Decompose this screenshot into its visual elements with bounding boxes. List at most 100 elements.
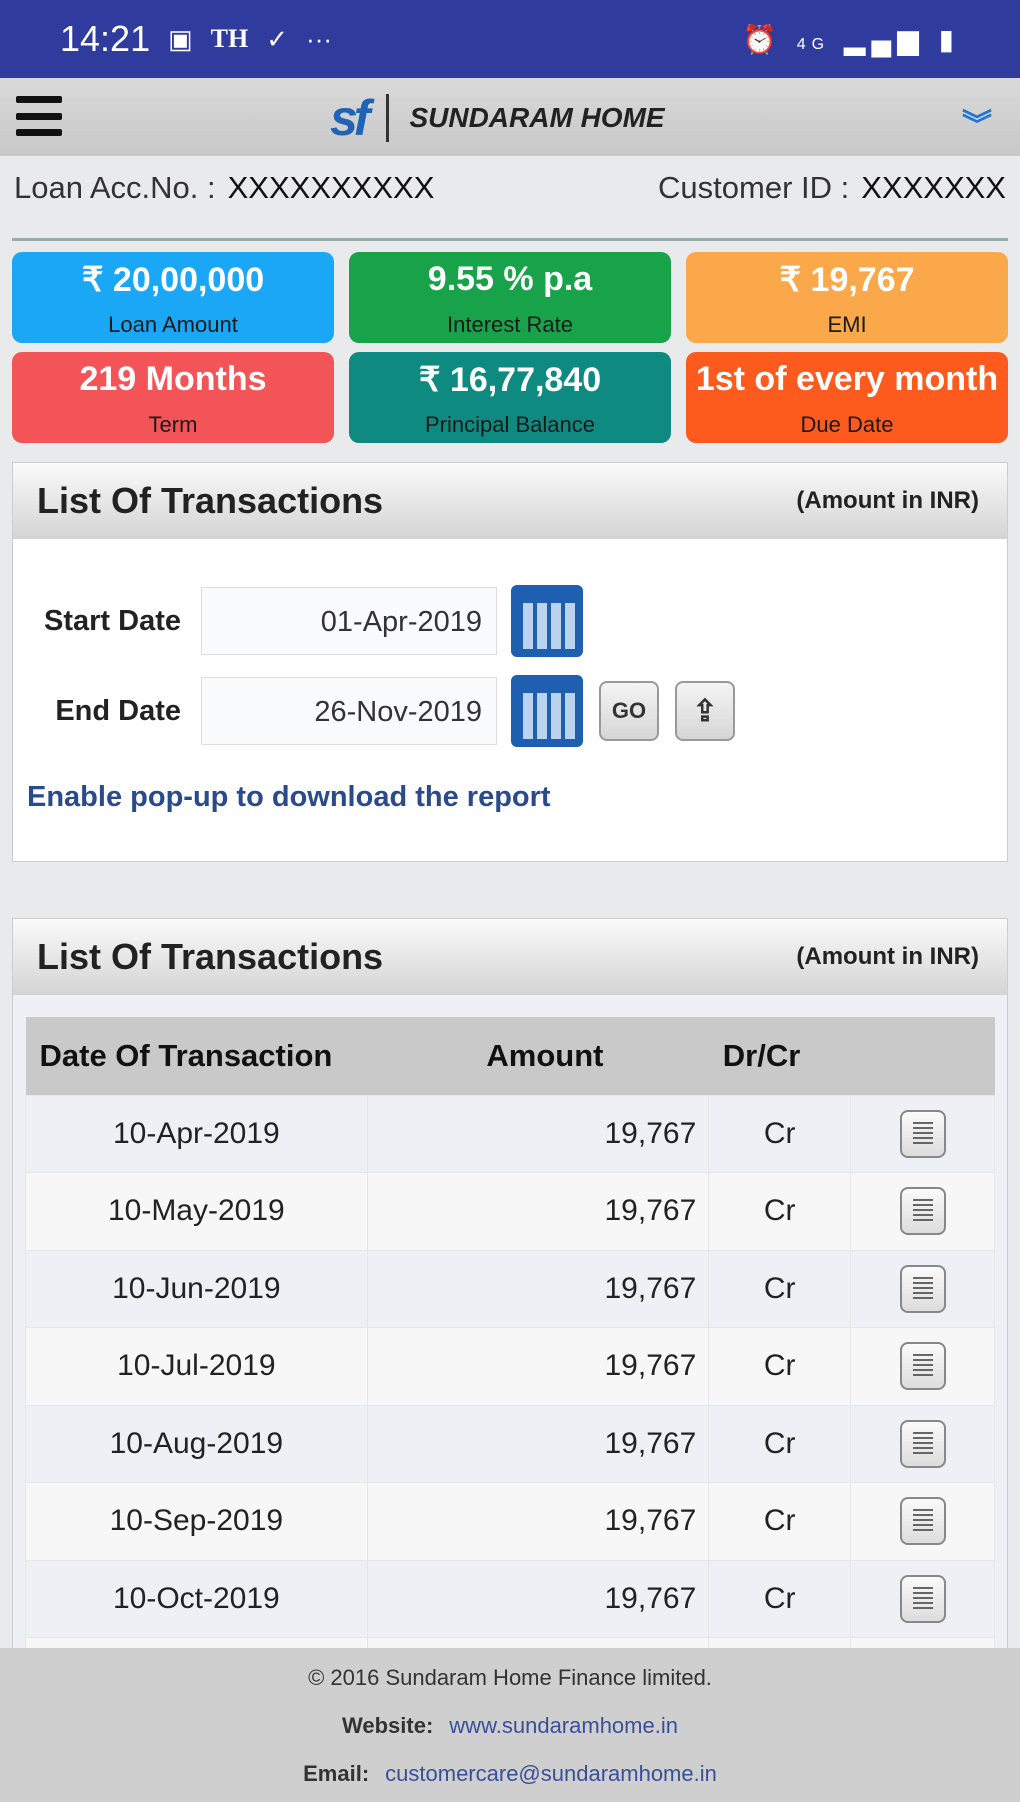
amount-note: (Amount in INR) xyxy=(796,943,979,970)
table-row: 10-Jul-2019 19,767 Cr xyxy=(25,1327,995,1406)
amount-cell: 19,767 xyxy=(366,1249,710,1328)
amount-cell: 19,767 xyxy=(366,1559,710,1638)
date-cell: 10-Sep-2019 xyxy=(25,1482,368,1561)
app-header: sf SUNDARAM HOME ︾ xyxy=(0,78,1020,156)
summary-tile: ₹ 20,00,000 Loan Amount xyxy=(12,252,334,343)
copyright: © 2016 Sundaram Home Finance limited. xyxy=(308,1665,712,1690)
tile-label: Principal Balance xyxy=(425,412,595,437)
popup-note: Enable pop-up to download the report xyxy=(27,781,551,813)
receipt-icon[interactable] xyxy=(899,1342,946,1391)
table-row: 10-Jun-2019 19,767 Cr xyxy=(25,1249,995,1328)
tile-label: EMI xyxy=(827,312,867,337)
image-icon: ▣ xyxy=(168,23,193,54)
divider xyxy=(12,238,1008,241)
menu-icon[interactable] xyxy=(16,96,62,136)
amount-cell: 19,767 xyxy=(366,1094,710,1173)
summary-tile: ₹ 19,767 EMI xyxy=(686,252,1008,343)
calendar-icon[interactable] xyxy=(511,675,583,747)
receipt-icon[interactable] xyxy=(899,1264,946,1313)
check-circle-icon: ✓ xyxy=(266,23,289,54)
go-button[interactable]: GO xyxy=(599,681,659,741)
customer-id-label: Customer ID : xyxy=(658,170,850,205)
summary-tile: 9.55 % p.a Interest Rate xyxy=(349,252,671,343)
share-icon[interactable]: ⇪ xyxy=(675,681,735,741)
amount-cell: 19,767 xyxy=(366,1404,710,1483)
battery-icon: ▮ xyxy=(938,23,960,55)
drcr-cell: Cr xyxy=(708,1327,852,1406)
drcr-cell: Cr xyxy=(708,1094,852,1173)
table-row: 10-Aug-2019 19,767 Cr xyxy=(25,1404,995,1483)
table-row: 10-Apr-2019 19,767 Cr xyxy=(25,1094,995,1173)
start-date-input[interactable]: 01-Apr-2019 xyxy=(201,587,497,655)
date-cell: 10-Apr-2019 xyxy=(25,1094,368,1173)
transaction-filter-panel: List Of Transactions (Amount in INR) Star… xyxy=(12,462,1008,862)
table-row: 10-Oct-2019 19,767 Cr xyxy=(25,1559,995,1638)
website-label: Website: xyxy=(342,1713,434,1738)
brand-logo: sf SUNDARAM HOME xyxy=(330,90,665,146)
tile-value: 9.55 % p.a xyxy=(427,260,593,298)
amount-cell: 19,767 xyxy=(366,1327,710,1406)
date-cell: 10-Jul-2019 xyxy=(25,1327,368,1406)
col-date: Date Of Transaction xyxy=(25,1017,368,1095)
end-date-label: End Date xyxy=(55,694,181,727)
tile-value: 219 Months xyxy=(79,360,267,398)
loan-summary-tiles: ₹ 20,00,000 Loan Amount 9.55 % p.a Interest… xyxy=(12,252,1008,443)
email-label: Email: xyxy=(303,1761,370,1786)
footer: © 2016 Sundaram Home Finance limited. We… xyxy=(0,1648,1020,1802)
chevron-down-icon[interactable]: ︾ xyxy=(962,109,992,142)
date-cell: 10-May-2019 xyxy=(25,1172,368,1251)
loan-acc-value: XXXXXXXXXX xyxy=(227,170,435,205)
tile-label: Term xyxy=(148,412,198,437)
clock: 14:21 xyxy=(60,18,151,59)
transactions-panel: List Of Transactions (Amount in INR) Date… xyxy=(12,918,1008,1716)
drcr-cell: Cr xyxy=(708,1172,852,1251)
tile-label: Due Date xyxy=(800,412,894,437)
brand-name: SUNDARAM HOME xyxy=(409,102,665,133)
receipt-icon[interactable] xyxy=(899,1574,946,1623)
account-info: Loan Acc.No. : XXXXXXXXXX Customer ID : XX… xyxy=(14,170,1006,206)
receipt-icon[interactable] xyxy=(899,1419,946,1468)
signal-icon: ▂▄▆ xyxy=(843,23,925,55)
drcr-cell: Cr xyxy=(708,1404,852,1483)
customer-id-value: XXXXXXX xyxy=(861,170,1006,205)
sf-logo: sf xyxy=(330,90,371,146)
date-cell: 10-Oct-2019 xyxy=(25,1559,368,1638)
receipt-icon[interactable] xyxy=(899,1109,946,1158)
tile-label: Interest Rate xyxy=(447,312,573,337)
receipt-icon[interactable] xyxy=(899,1497,946,1546)
receipt-icon[interactable] xyxy=(899,1187,946,1236)
start-date-label: Start Date xyxy=(44,604,181,637)
drcr-cell: Cr xyxy=(708,1559,852,1638)
transactions-table: Date Of Transaction Amount Dr/Cr 10-Apr-… xyxy=(25,1017,995,1716)
email-link[interactable]: customercare@sundaramhome.in xyxy=(385,1761,717,1786)
tile-value: ₹ 20,00,000 xyxy=(81,261,265,299)
amount-cell: 19,767 xyxy=(366,1172,710,1251)
loan-acc-label: Loan Acc.No. : xyxy=(14,170,216,205)
col-action xyxy=(850,1017,995,1095)
website-link[interactable]: www.sundaramhome.in xyxy=(449,1713,678,1738)
network-4g: 4G xyxy=(796,35,831,53)
drcr-cell: Cr xyxy=(708,1482,852,1561)
more-icon: ··· xyxy=(306,23,333,54)
summary-tile: 219 Months Term xyxy=(12,352,334,443)
calendar-icon[interactable] xyxy=(511,585,583,657)
date-cell: 10-Aug-2019 xyxy=(25,1404,368,1483)
end-date-input[interactable]: 26-Nov-2019 xyxy=(201,677,497,745)
tile-value: ₹ 19,767 xyxy=(779,261,915,299)
status-bar: 14:21 ▣ TH ✓ ··· ⏰ 4G ▂▄▆ ▮ xyxy=(0,0,1020,78)
date-cell: 10-Jun-2019 xyxy=(25,1249,368,1328)
panel-title: List Of Transactions xyxy=(37,936,384,977)
col-drcr: Dr/Cr xyxy=(708,1017,851,1095)
tile-label: Loan Amount xyxy=(108,312,238,337)
alarm-icon: ⏰ xyxy=(742,23,783,55)
col-amount: Amount xyxy=(367,1017,709,1095)
table-row: 10-May-2019 19,767 Cr xyxy=(25,1172,995,1251)
amount-note: (Amount in INR) xyxy=(796,487,979,514)
tile-value: 1st of every month xyxy=(695,360,999,398)
summary-tile: ₹ 16,77,840 Principal Balance xyxy=(349,352,671,443)
summary-tile: 1st of every month Due Date xyxy=(686,352,1008,443)
drcr-cell: Cr xyxy=(708,1249,852,1328)
panel-title: List Of Transactions xyxy=(37,480,384,521)
tile-value: ₹ 16,77,840 xyxy=(418,361,602,399)
th-indicator: TH xyxy=(210,24,249,53)
